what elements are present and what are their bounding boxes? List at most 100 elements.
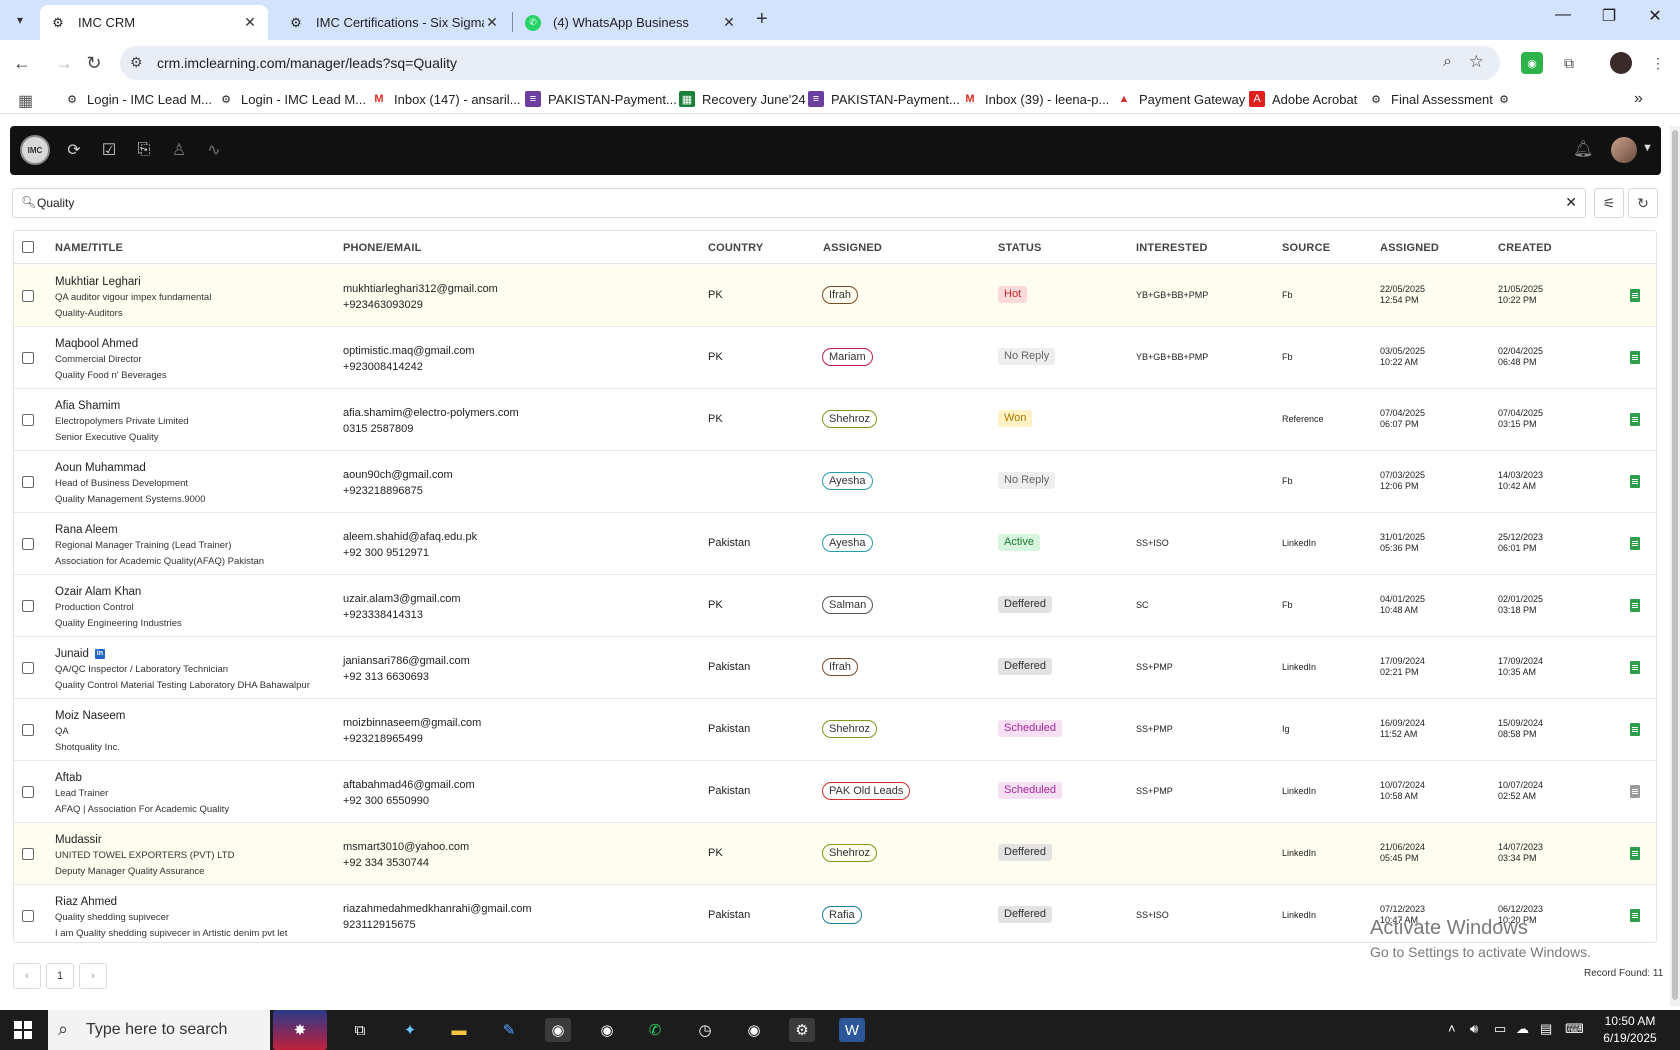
- language-icon[interactable]: ⌨: [1565, 1021, 1584, 1036]
- prev-page-button[interactable]: ‹: [13, 963, 41, 989]
- row-checkbox[interactable]: [22, 538, 34, 550]
- lead-name[interactable]: Afia Shamim: [55, 400, 121, 412]
- table-row[interactable]: Riaz Ahmed Quality shedding supivecer I am…: [14, 885, 1656, 942]
- lead-phone[interactable]: +92 300 6550990: [343, 795, 429, 807]
- table-row[interactable]: Aoun Muhammad Head of Business Developmen…: [14, 451, 1656, 513]
- scrollbar-thumb[interactable]: [1672, 130, 1678, 1000]
- row-checkbox[interactable]: [22, 600, 34, 612]
- document-icon[interactable]: [1630, 351, 1640, 364]
- lead-name[interactable]: Riaz Ahmed: [55, 896, 118, 908]
- lead-email[interactable]: janiansari786@gmail.com: [343, 655, 470, 667]
- bell-icon[interactable]: 🔔︎: [1573, 141, 1594, 158]
- status-badge[interactable]: Deffered: [998, 844, 1052, 861]
- bookmark-item[interactable]: M Inbox (39) - leena-p...: [962, 91, 1109, 107]
- lead-email[interactable]: uzair.alam3@gmail.com: [343, 593, 461, 605]
- assignee-badge[interactable]: Ifrah: [822, 286, 859, 304]
- forward-icon[interactable]: →: [55, 52, 73, 73]
- chrome-icon[interactable]: ◉: [747, 1022, 761, 1039]
- status-badge[interactable]: No Reply: [998, 348, 1056, 365]
- bookmark-item[interactable]: ▦ Recovery June'24: [679, 91, 806, 107]
- lead-name[interactable]: Ozair Alam Khan: [55, 586, 142, 598]
- tray-chevron-icon[interactable]: ˄: [1448, 1021, 1456, 1036]
- profile-avatar[interactable]: [1610, 52, 1632, 74]
- lead-phone[interactable]: +923218965499: [343, 733, 423, 745]
- assignee-badge[interactable]: Ifrah: [822, 658, 859, 676]
- lead-phone[interactable]: +923463093029: [343, 299, 423, 311]
- user-icon[interactable]: ♙: [171, 142, 187, 159]
- row-checkbox[interactable]: [22, 786, 34, 798]
- bookmark-item[interactable]: M Inbox (147) - ansaril...: [371, 91, 520, 107]
- lead-phone[interactable]: +92 300 9512971: [343, 547, 429, 559]
- windows-start-icon[interactable]: [14, 1021, 32, 1039]
- lead-email[interactable]: optimistic.maq@gmail.com: [343, 345, 475, 357]
- minimize-icon[interactable]: —: [1555, 6, 1571, 23]
- lead-email[interactable]: msmart3010@yahoo.com: [343, 841, 470, 853]
- clear-search-icon[interactable]: ✕: [1565, 194, 1577, 210]
- column-assigned-date[interactable]: ASSIGNED: [1380, 242, 1440, 254]
- lead-email[interactable]: aleem.shahid@afaq.edu.pk: [343, 531, 478, 543]
- imc-logo[interactable]: IMC: [20, 135, 50, 165]
- app-icon[interactable]: ✎: [502, 1022, 516, 1039]
- extensions-puzzle-icon[interactable]: ⧉: [1564, 54, 1574, 71]
- assignee-badge[interactable]: PAK Old Leads: [822, 782, 911, 800]
- status-badge[interactable]: Active: [998, 534, 1040, 551]
- settings-app-icon[interactable]: ⚙: [789, 1018, 815, 1042]
- battery-icon[interactable]: ▭: [1494, 1021, 1507, 1036]
- row-checkbox[interactable]: [22, 910, 34, 922]
- filter-settings-button[interactable]: ⚟: [1594, 188, 1624, 218]
- row-checkbox[interactable]: [22, 476, 34, 488]
- column-source[interactable]: SOURCE: [1282, 242, 1331, 254]
- status-badge[interactable]: No Reply: [998, 472, 1056, 489]
- chrome-icon[interactable]: ◉: [545, 1018, 571, 1042]
- lead-phone[interactable]: +923008414242: [343, 361, 423, 373]
- lead-name[interactable]: Aftab: [55, 772, 82, 784]
- tab-search-icon[interactable]: ▾: [16, 13, 24, 27]
- status-badge[interactable]: Hot: [998, 286, 1028, 303]
- reload-icon[interactable]: ↻: [86, 52, 102, 73]
- row-checkbox[interactable]: [22, 414, 34, 426]
- document-icon[interactable]: [1630, 661, 1640, 674]
- copilot-icon[interactable]: ✦: [403, 1022, 417, 1039]
- table-row[interactable]: Maqbool Ahmed Commercial Director Quality …: [14, 327, 1656, 389]
- column-name-title[interactable]: NAME/TITLE: [55, 242, 123, 254]
- lead-phone[interactable]: 923112915675: [343, 919, 416, 931]
- tab-close-icon[interactable]: ✕: [723, 14, 735, 30]
- back-icon[interactable]: ←: [13, 52, 31, 73]
- lead-name[interactable]: Maqbool Ahmed: [55, 338, 139, 350]
- whatsapp-icon[interactable]: ✆: [648, 1022, 662, 1039]
- restore-icon[interactable]: ❐: [1601, 8, 1617, 25]
- document-icon[interactable]: [1630, 413, 1640, 426]
- document-icon[interactable]: [1630, 537, 1640, 550]
- bookmarks-overflow-icon[interactable]: »: [1634, 90, 1643, 107]
- table-row[interactable]: Mukhtiar Leghari QA auditor vigour impex …: [14, 265, 1656, 327]
- linkedin-icon[interactable]: in: [94, 649, 105, 659]
- tab-imc-crm[interactable]: ⚙ IMC CRM ✕: [40, 5, 268, 40]
- bookmark-item[interactable]: ▲ Payment Gateway: [1116, 91, 1246, 107]
- document-icon[interactable]: [1630, 475, 1640, 488]
- word-icon[interactable]: W: [839, 1018, 865, 1042]
- bookmark-item[interactable]: ≡ PAKISTAN-Payment...: [808, 91, 960, 107]
- tab-close-icon[interactable]: ✕: [486, 14, 498, 30]
- lead-phone[interactable]: +923338414313: [343, 609, 423, 621]
- bookmark-item[interactable]: ⚙: [1496, 91, 1519, 107]
- tab-close-icon[interactable]: ✕: [244, 14, 256, 30]
- activity-icon[interactable]: ∿: [207, 142, 221, 159]
- user-avatar[interactable]: [1611, 137, 1637, 163]
- bookmark-item[interactable]: ≡ PAKISTAN-Payment...: [525, 91, 677, 107]
- row-checkbox[interactable]: [22, 848, 34, 860]
- assignee-badge[interactable]: Mariam: [822, 348, 873, 366]
- status-badge[interactable]: Scheduled: [998, 720, 1062, 737]
- window-close-icon[interactable]: ✕: [1648, 8, 1662, 25]
- assignee-badge[interactable]: Ayesha: [822, 534, 873, 552]
- document-icon[interactable]: ⎘: [137, 141, 151, 158]
- column-status[interactable]: STATUS: [998, 242, 1042, 254]
- document-icon[interactable]: [1630, 599, 1640, 612]
- row-checkbox[interactable]: [22, 352, 34, 364]
- table-row[interactable]: Aftab Lead Trainer AFAQ | Association For …: [14, 761, 1656, 823]
- row-checkbox[interactable]: [22, 290, 34, 302]
- assignee-badge[interactable]: Rafia: [822, 906, 862, 924]
- lead-name[interactable]: Mudassir: [55, 834, 102, 846]
- address-bar[interactable]: ⚙ crm.imclearning.com/manager/leads?sq=Q…: [120, 46, 1500, 80]
- lead-name[interactable]: Junaid: [55, 648, 89, 660]
- lead-name[interactable]: Rana Aleem: [55, 524, 118, 536]
